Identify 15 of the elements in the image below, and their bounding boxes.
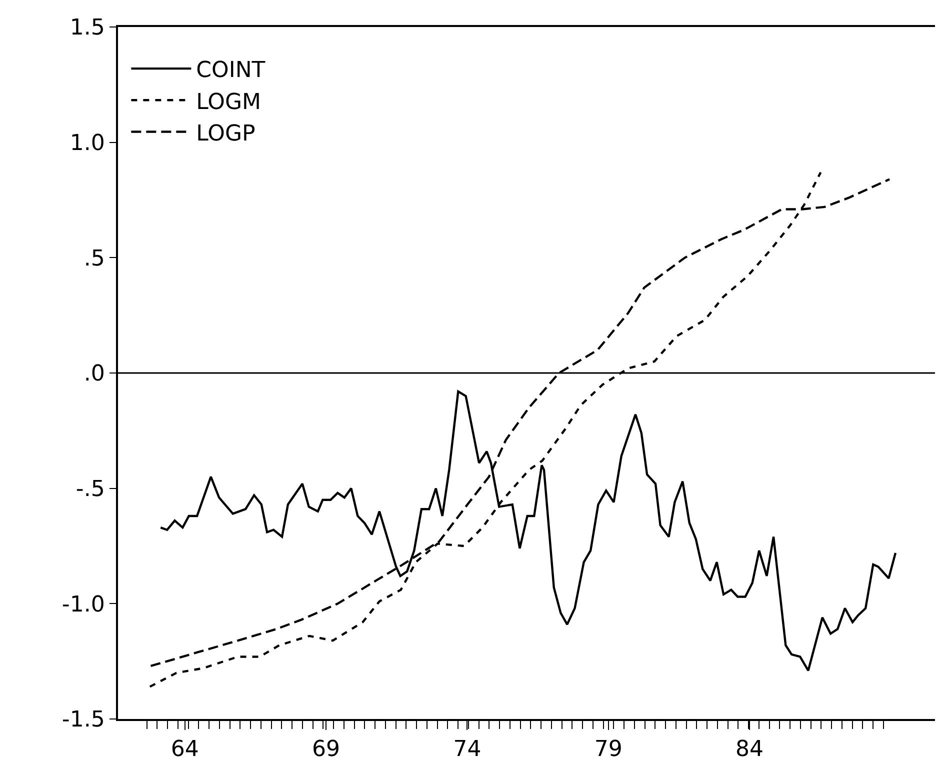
y-tick-label: -1.5 (62, 708, 105, 733)
y-tick-label: .0 (84, 362, 105, 387)
x-tick-label: 79 (594, 737, 622, 762)
x-tick-label: 84 (736, 737, 764, 762)
x-tick-label: 69 (312, 737, 340, 762)
x-tick-label: 64 (170, 737, 199, 762)
y-tick-label: -1.0 (62, 592, 105, 618)
legend-label: COINT (196, 58, 266, 84)
legend-label: LOGM (196, 90, 261, 115)
legend-label: LOGP (196, 121, 256, 146)
y-tick-label: .5 (84, 246, 105, 272)
y-tick-label: 1.0 (70, 131, 105, 156)
y-tick-label: -.5 (76, 477, 105, 502)
y-tick-label: 1.5 (70, 16, 105, 41)
x-tick-label: 74 (453, 737, 482, 762)
